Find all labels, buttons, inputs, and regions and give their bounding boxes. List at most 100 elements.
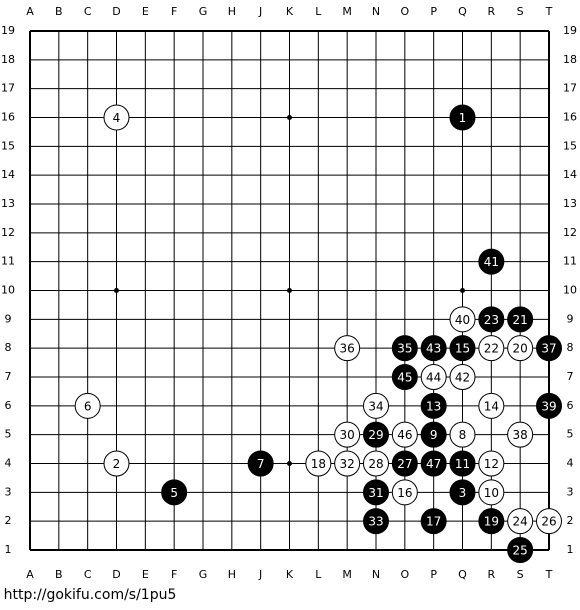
row-label: 1 bbox=[567, 543, 574, 556]
stone bbox=[478, 450, 505, 477]
stone bbox=[507, 421, 534, 448]
column-label: E bbox=[142, 5, 149, 18]
row-label: 8 bbox=[567, 341, 574, 354]
column-label: L bbox=[315, 568, 322, 581]
move-number: 16 bbox=[397, 486, 412, 500]
stone bbox=[478, 508, 505, 535]
stone bbox=[536, 335, 562, 362]
stone bbox=[74, 392, 101, 419]
row-label: 10 bbox=[563, 284, 577, 297]
row-label: 5 bbox=[567, 428, 574, 441]
column-label: O bbox=[400, 568, 409, 581]
stone bbox=[103, 104, 130, 131]
stone bbox=[391, 450, 418, 477]
move-number: 20 bbox=[513, 342, 528, 356]
column-label: R bbox=[488, 5, 496, 18]
stone bbox=[420, 392, 447, 419]
stone bbox=[478, 392, 505, 419]
move-number: 36 bbox=[340, 342, 355, 356]
row-label: 5 bbox=[5, 428, 12, 441]
stone bbox=[478, 479, 505, 506]
move-number: 17 bbox=[426, 515, 441, 529]
row-label: 13 bbox=[563, 197, 577, 210]
row-label: 6 bbox=[5, 399, 12, 412]
move-number: 21 bbox=[513, 313, 528, 327]
row-label: 4 bbox=[5, 457, 12, 470]
row-label: 2 bbox=[5, 514, 12, 527]
stone bbox=[507, 306, 534, 333]
move-number: 22 bbox=[484, 342, 499, 356]
stone bbox=[305, 450, 332, 477]
column-label: D bbox=[112, 568, 120, 581]
move-number: 44 bbox=[426, 371, 441, 385]
star-point bbox=[287, 288, 292, 293]
move-number: 14 bbox=[484, 399, 499, 413]
move-number: 40 bbox=[455, 313, 470, 327]
stone bbox=[391, 421, 418, 448]
row-label: 6 bbox=[567, 399, 574, 412]
column-label: J bbox=[258, 568, 262, 581]
row-label: 12 bbox=[563, 226, 577, 239]
stone bbox=[536, 508, 562, 535]
move-number: 5 bbox=[170, 486, 178, 500]
row-label: 14 bbox=[563, 168, 577, 181]
column-label: P bbox=[430, 5, 437, 18]
star-point bbox=[287, 115, 292, 120]
move-number: 10 bbox=[484, 486, 499, 500]
move-number: 12 bbox=[484, 457, 499, 471]
column-label: R bbox=[488, 568, 496, 581]
move-number: 35 bbox=[397, 342, 412, 356]
move-number: 7 bbox=[257, 457, 265, 471]
stone bbox=[363, 450, 389, 477]
row-label: 16 bbox=[563, 111, 577, 124]
column-label: O bbox=[400, 5, 409, 18]
move-number: 3 bbox=[459, 486, 467, 500]
row-label: 9 bbox=[567, 312, 574, 325]
column-label: C bbox=[84, 568, 92, 581]
row-label: 11 bbox=[1, 255, 15, 268]
move-number: 19 bbox=[484, 515, 499, 529]
row-label: 3 bbox=[5, 485, 12, 498]
row-label: 3 bbox=[567, 485, 574, 498]
column-label: J bbox=[258, 5, 262, 18]
column-label: H bbox=[228, 5, 236, 18]
move-number: 38 bbox=[513, 428, 528, 442]
column-label: G bbox=[199, 568, 208, 581]
column-label: A bbox=[26, 568, 34, 581]
move-number: 28 bbox=[368, 457, 383, 471]
column-label: M bbox=[342, 568, 352, 581]
column-label: M bbox=[342, 5, 352, 18]
move-number: 6 bbox=[84, 399, 92, 413]
move-number: 1 bbox=[459, 111, 467, 125]
row-label: 19 bbox=[563, 24, 577, 37]
move-number: 47 bbox=[426, 457, 441, 471]
stone bbox=[420, 335, 447, 362]
column-label: B bbox=[55, 5, 63, 18]
stone bbox=[103, 450, 130, 477]
column-label: D bbox=[112, 5, 120, 18]
stone bbox=[420, 508, 447, 535]
column-label: Q bbox=[458, 568, 467, 581]
move-number: 33 bbox=[368, 515, 383, 529]
move-number: 43 bbox=[426, 342, 441, 356]
stone bbox=[363, 508, 389, 535]
row-label: 17 bbox=[1, 82, 15, 95]
stone bbox=[449, 335, 476, 362]
stone bbox=[391, 364, 418, 390]
stone bbox=[363, 421, 389, 448]
stone bbox=[478, 248, 505, 275]
move-number: 34 bbox=[368, 399, 383, 413]
stone bbox=[363, 479, 389, 506]
column-label: T bbox=[545, 568, 553, 581]
move-number: 29 bbox=[368, 428, 383, 442]
move-number: 15 bbox=[455, 342, 470, 356]
move-number: 30 bbox=[340, 428, 355, 442]
column-label: E bbox=[142, 568, 149, 581]
stone bbox=[449, 421, 476, 448]
row-label: 18 bbox=[1, 53, 15, 66]
move-number: 11 bbox=[455, 457, 470, 471]
move-number: 18 bbox=[311, 457, 326, 471]
column-label: A bbox=[26, 5, 34, 18]
row-label: 17 bbox=[563, 82, 577, 95]
